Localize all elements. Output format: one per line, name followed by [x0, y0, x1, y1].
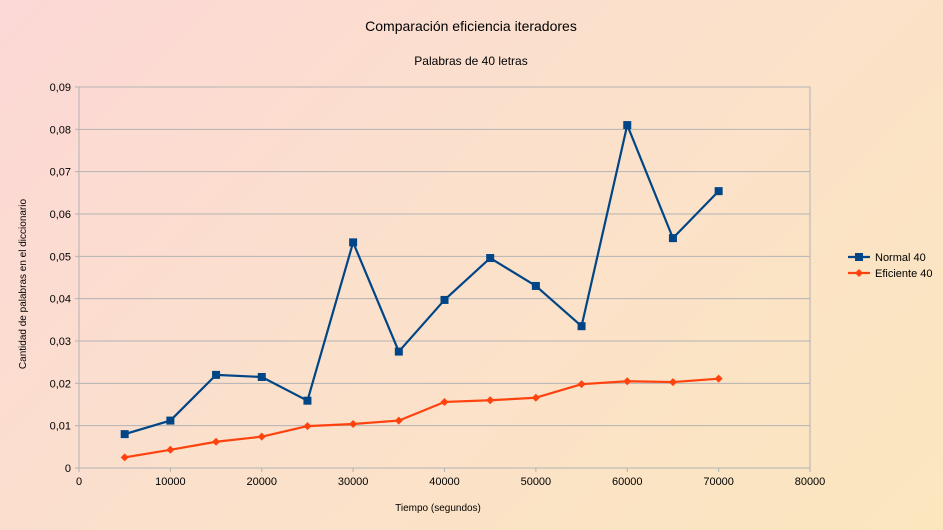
- chart-title: Comparación eficiencia iteradores: [365, 18, 577, 34]
- data-point-normal-40: [394, 347, 403, 356]
- y-tick-label: 0,08: [50, 124, 71, 136]
- data-point-normal-40: [531, 281, 540, 290]
- y-axis-label: Cantidad de palabras en el diccionario: [18, 199, 29, 370]
- series-line-eficiente-40: [124, 377, 719, 459]
- legend-label-eficiente-40: Eficiente 40: [875, 268, 932, 280]
- y-tick-label: 0,05: [50, 251, 71, 263]
- y-tick-label: 0,09: [50, 82, 71, 94]
- x-tick-label: 50000: [521, 476, 552, 488]
- legend-marker-normal-40: [855, 253, 863, 261]
- data-point-normal-40: [349, 238, 358, 247]
- grid-lines: [79, 86, 810, 427]
- data-point-eficiente-40: [212, 437, 221, 446]
- y-tick-label: 0,07: [50, 167, 71, 179]
- data-point-normal-40: [486, 254, 495, 263]
- data-point-normal-40: [714, 187, 723, 196]
- data-point-normal-40: [303, 396, 312, 405]
- data-point-eficiente-40: [257, 432, 266, 441]
- y-tick-label: 0,01: [50, 421, 71, 433]
- data-point-eficiente-40: [120, 453, 129, 462]
- legend: Normal 40 Eficiente 40: [848, 252, 932, 280]
- data-point-normal-40: [212, 370, 221, 379]
- x-tick-label: 0: [76, 476, 82, 488]
- data-point-eficiente-40: [349, 419, 358, 428]
- data-point-normal-40: [440, 295, 449, 304]
- x-tick-label: 60000: [612, 476, 643, 488]
- series-line-normal-40: [124, 123, 720, 436]
- data-point-eficiente-40: [531, 393, 540, 402]
- data-point-normal-40: [577, 322, 586, 331]
- y-tick-label: 0,04: [50, 294, 71, 306]
- series-group: [120, 121, 723, 462]
- data-point-normal-40: [166, 416, 175, 425]
- x-tick-label: 20000: [246, 476, 277, 488]
- data-point-eficiente-40: [668, 378, 677, 387]
- data-point-eficiente-40: [714, 374, 723, 383]
- x-axis-label: Tiempo (segundos): [395, 503, 481, 514]
- y-axis-ticks: 0 0,01 0,02 0,03 0,04 0,05 0,06 0,07 0,08 0,09: [50, 82, 79, 475]
- y-tick-label: 0,06: [50, 209, 71, 221]
- data-point-normal-40: [120, 430, 129, 439]
- data-point-eficiente-40: [303, 422, 312, 431]
- data-point-normal-40: [668, 234, 677, 243]
- data-point-eficiente-40: [166, 445, 175, 454]
- data-point-eficiente-40: [623, 377, 632, 386]
- legend-marker-eficiente-40: [855, 269, 863, 277]
- x-tick-label: 40000: [429, 476, 460, 488]
- y-tick-label: 0,03: [50, 336, 71, 348]
- data-point-eficiente-40: [486, 396, 495, 405]
- data-point-eficiente-40: [440, 397, 449, 406]
- x-tick-label: 30000: [338, 476, 369, 488]
- x-axis-ticks: 0 10000 20000 30000 40000 50000 60000 70000 8000…: [76, 468, 825, 488]
- x-tick-label: 10000: [155, 476, 186, 488]
- data-point-eficiente-40: [394, 416, 403, 425]
- data-point-normal-40: [623, 121, 632, 130]
- data-point-normal-40: [257, 372, 266, 381]
- data-point-eficiente-40: [577, 380, 586, 389]
- chart-subtitle: Palabras de 40 letras: [414, 54, 527, 68]
- plot-area: [78, 86, 811, 469]
- x-tick-label: 80000: [795, 476, 826, 488]
- y-tick-label: 0: [65, 463, 71, 475]
- x-tick-label: 70000: [703, 476, 734, 488]
- y-tick-label: 0,02: [50, 378, 71, 390]
- legend-label-normal-40: Normal 40: [875, 252, 926, 264]
